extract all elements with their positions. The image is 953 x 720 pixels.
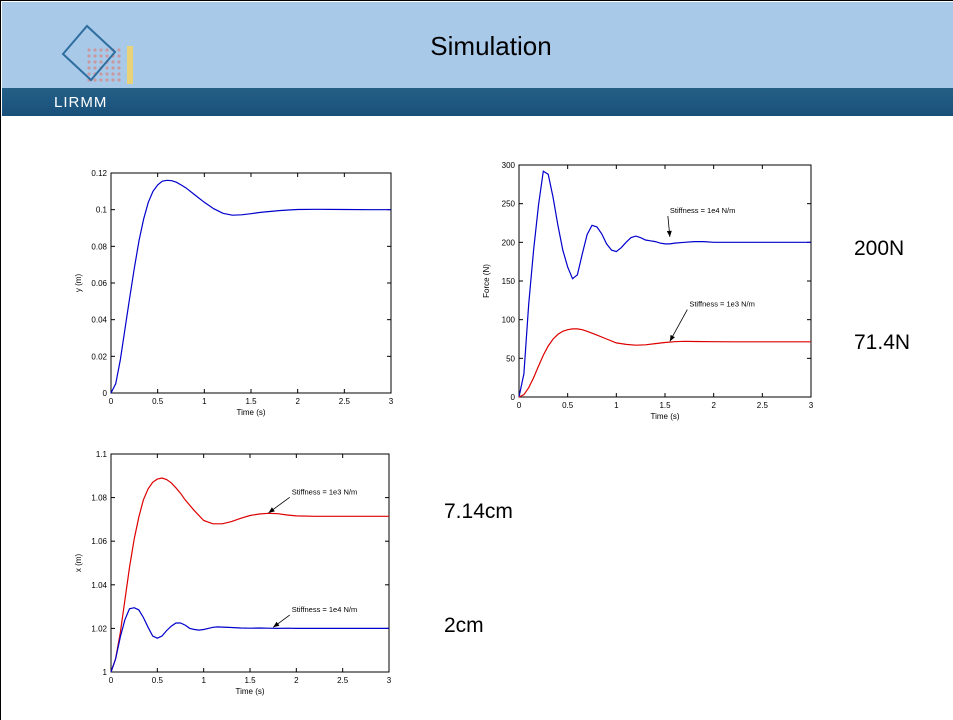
annotation-arrowhead [666,230,672,237]
y-axis-label: y (m) [74,274,83,293]
plot-frame [110,453,390,673]
y-tick-label: 1 [103,668,108,677]
y-tick-label: 200 [502,238,516,247]
x-axis-label: Time (s) [650,412,679,421]
series-line-0 [110,477,389,673]
x-axis-label: Time (s) [236,408,265,417]
y-tick-label: 0.06 [91,279,107,288]
stiffness-annotation: Stiffness = 1e3 N/m [292,487,358,496]
stiffness-annotation: Stiffness = 1e3 N/m [689,300,755,309]
x-tick-label: 2 [295,397,300,406]
x-tick-label: 1.5 [244,676,256,685]
y-tick-label: 1.06 [91,537,107,546]
x-tick-label: 3 [387,676,392,685]
annotation-arrow [669,309,688,342]
x-tick-label: 1.5 [659,401,671,410]
stiffness-annotation: Stiffness = 1e4 N/m [292,605,358,614]
x-tick-label: 2.5 [757,401,769,410]
y-tick-label: 150 [502,277,516,286]
annotation-2cm: 2cm [444,614,484,637]
logo-diamond [61,24,117,82]
x-tick-label: 2 [294,676,299,685]
stiffness-annotation: Stiffness = 1e4 N/m [670,206,736,215]
x-tick-label: 3 [809,401,814,410]
x-tick-label: 0 [109,676,114,685]
y-tick-label: 100 [502,316,516,325]
x-tick-label: 1 [202,397,207,406]
y-tick-label: 0.08 [91,242,107,251]
y-tick-label: 1.02 [91,624,107,633]
annotation-7-14cm: 7.14cm [444,500,513,523]
y-tick-label: 250 [502,200,516,209]
x-tick-label: 0.5 [152,397,164,406]
chart-x-position: 0 0.5 1 1.5 2 2.5 3 1 1.02 1.04 1.06 1.08 1.1 Time (s… [74,450,392,696]
chart-force: 0 0.5 1 1.5 2 2.5 3 0 50 100 150 200 250 300 Time (s) F… [482,161,814,421]
y-tick-label: 50 [506,354,515,363]
lirmm-logo [61,24,133,84]
x-tick-label: 2.5 [339,397,351,406]
series-line-1 [110,607,389,673]
y-tick-label: 0.02 [91,352,107,361]
x-tick-label: 2.5 [337,676,349,685]
y-tick-label: 300 [502,161,516,170]
logo-text: LIRMM [54,94,108,111]
x-tick-label: 0.5 [152,676,164,685]
x-axis-label: Time (s) [235,687,264,696]
annotation-71-4n: 71.4N [854,331,911,354]
header-strip [2,88,953,116]
plot-frame [110,172,392,394]
logo-yellow-bar [127,46,133,84]
annotation-arrowhead [273,621,280,628]
y-tick-label: 0 [511,393,516,402]
series-line-0 [110,179,391,394]
y-tick-label: 1.04 [91,581,107,590]
x-tick-label: 0 [109,397,114,406]
x-tick-label: 0.5 [562,401,574,410]
y-axis-label: Force (N) [482,264,491,298]
y-tick-label: 1.1 [96,450,108,459]
annotation-200n: 200N [854,237,905,260]
x-tick-label: 2 [711,401,716,410]
header-band [2,2,953,88]
series-line-0 [518,170,811,398]
x-tick-label: 1.5 [245,397,257,406]
series-line-1 [518,328,811,398]
annotation-arrowhead [268,507,275,513]
y-tick-label: 0.1 [96,206,108,215]
y-tick-label: 0 [103,389,108,398]
plot-frame [518,164,812,398]
slide-title: Simulation [430,31,552,61]
x-tick-label: 0 [517,401,522,410]
y-axis-label: x (m) [74,554,83,573]
x-tick-label: 3 [389,397,394,406]
x-tick-label: 1 [614,401,619,410]
x-tick-label: 1 [201,676,206,685]
y-tick-label: 0.12 [91,169,107,178]
y-tick-label: 1.08 [91,494,107,503]
y-tick-label: 0.04 [91,316,107,325]
annotation-arrowhead [669,334,675,342]
chart-y-position: 0 0.5 1 1.5 2 2.5 3 0 0.02 0.04 0.06 0.08 0.1 0.12 Tim… [74,169,394,417]
